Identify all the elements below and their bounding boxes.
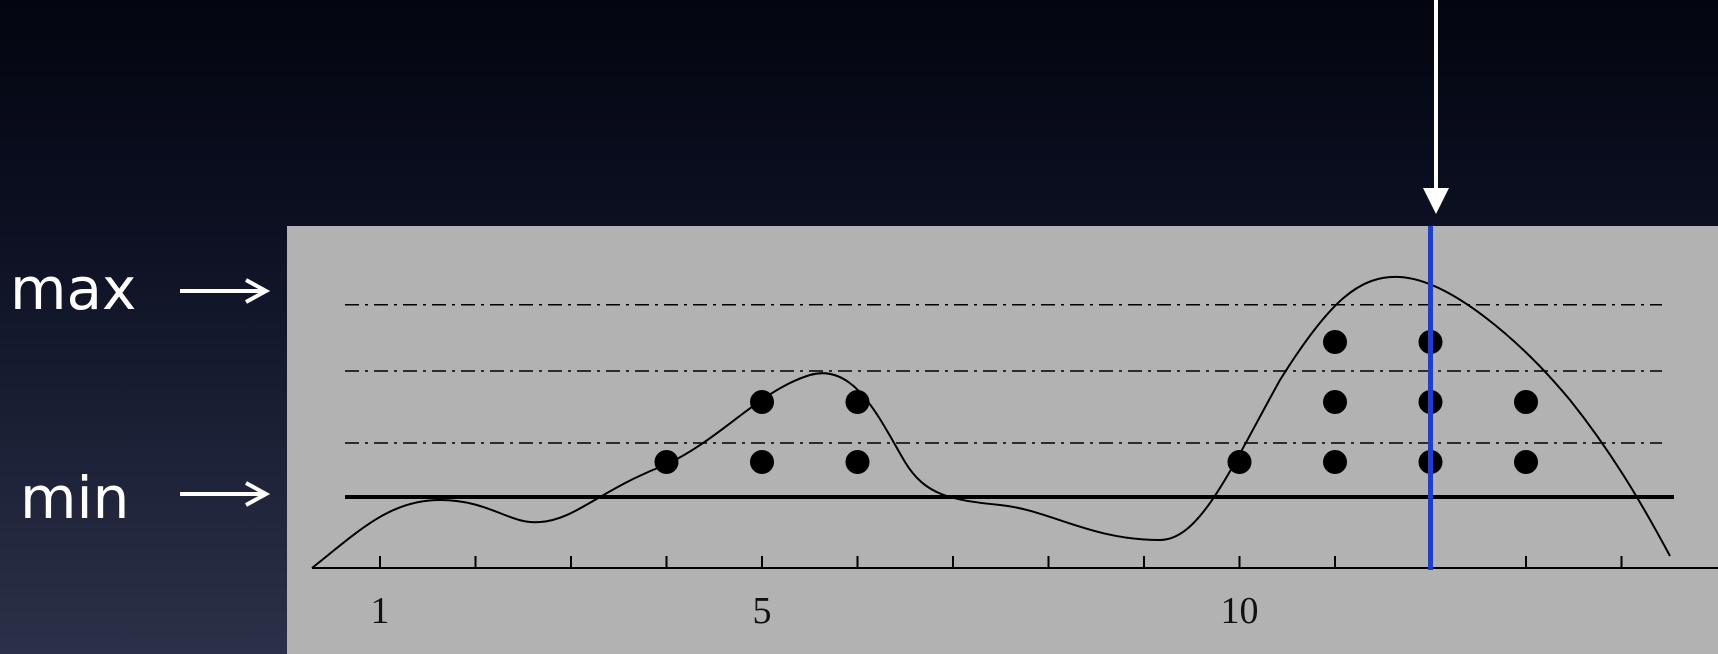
data-dot	[1514, 390, 1538, 414]
max-label: max	[10, 255, 136, 323]
data-dot	[1323, 330, 1347, 354]
data-dots	[654, 330, 1538, 474]
data-dot	[845, 390, 870, 414]
x-tick-label: 5	[753, 590, 772, 632]
data-dot	[750, 390, 774, 414]
data-dot	[845, 450, 870, 474]
pointer-arrow	[1423, 0, 1449, 214]
plot-panel	[287, 226, 1718, 654]
data-dot	[654, 450, 679, 474]
min-label: min	[20, 464, 129, 532]
density-curve	[311, 275, 1671, 569]
level-lines	[345, 303, 1662, 444]
max-arrow	[180, 278, 271, 304]
data-dot	[1227, 450, 1252, 474]
x-axis-tick-labels: 1 5 10	[371, 590, 1259, 632]
data-dot	[1323, 390, 1347, 414]
data-dot	[1323, 450, 1347, 474]
x-tick-label: 1	[371, 590, 390, 632]
min-arrow	[180, 481, 271, 507]
x-tick-label: 10	[1221, 590, 1259, 632]
data-dot	[1514, 450, 1538, 474]
data-dot	[750, 450, 774, 474]
